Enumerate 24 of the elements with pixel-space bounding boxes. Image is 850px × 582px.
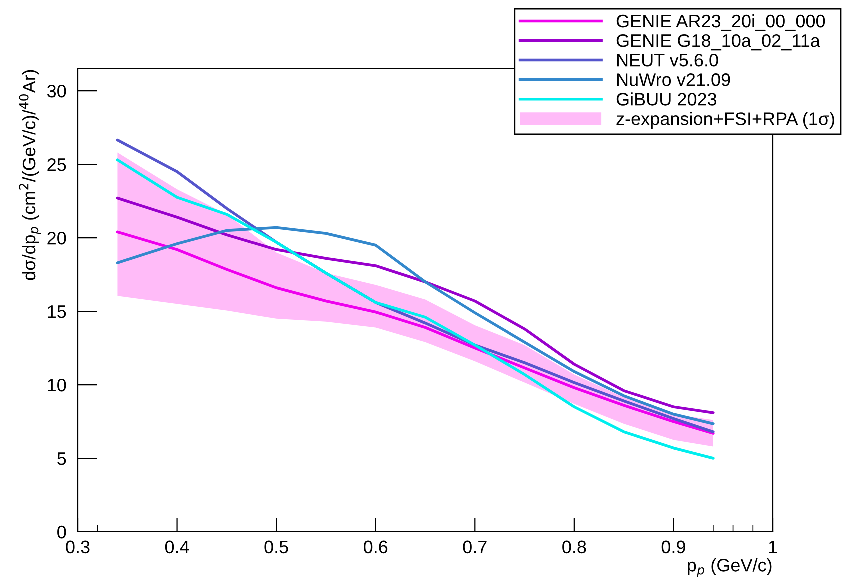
x-axis-title: p$_{p}$ (GeV/c) [688, 558, 772, 578]
x-tick-label: 0.4 [165, 540, 190, 554]
x-tick-label: 0.7 [463, 540, 487, 554]
legend-label: z-expansion+FSI+RPA (1σ) [616, 112, 834, 129]
x-tick-label: 0.3 [66, 540, 90, 554]
x-tick-label: 0.5 [264, 540, 288, 554]
y-tick-label: 10 [48, 378, 66, 392]
y-tick-label: 5 [58, 452, 66, 466]
y-tick-label: 15 [48, 306, 66, 318]
legend-label: GiBUU 2023 [616, 92, 717, 106]
legend-label: GENIE AR23_20i_00_000 [616, 14, 826, 32]
y-tick-label: 30 [47, 84, 66, 98]
x-tick-label: 0.8 [562, 540, 586, 554]
x-tick-label: 1 [769, 540, 778, 554]
legend-label: NEUT v5.6.0 [617, 54, 718, 67]
legend-label: NuWro v21.09 [617, 74, 730, 86]
y-axis-title: dσ/dp$_{p}$ (cm$^{2}$/(GeV/c)/$^{40}$Ar) [19, 70, 42, 280]
y-tick-label: 25 [48, 158, 66, 172]
line-series [116, 196, 715, 414]
legend-label: GENIE G18_10a_02_11a [616, 34, 820, 51]
x-tick-label: 0.9 [662, 540, 686, 554]
x-tick-label: 0.6 [364, 540, 388, 554]
y-tick-label: 0 [58, 526, 66, 539]
y-tick-label: 20 [48, 232, 66, 245]
